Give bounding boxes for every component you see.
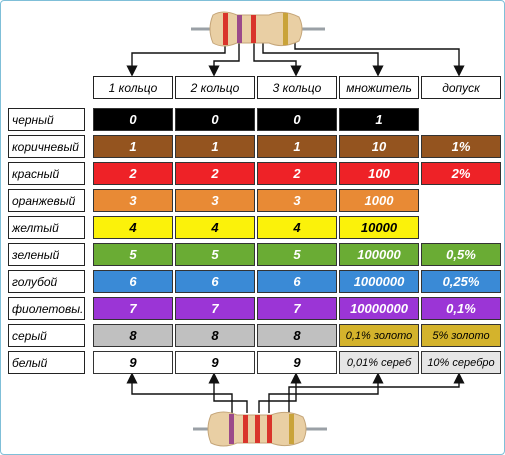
band-2-value: 7 bbox=[175, 297, 255, 320]
tolerance-value: 0,1% bbox=[421, 297, 501, 320]
tolerance-value: 1% bbox=[421, 135, 501, 158]
multiplier-value: 0,01% сереб bbox=[339, 351, 419, 374]
color-label: голубой bbox=[8, 270, 85, 293]
band-3-value: 9 bbox=[257, 351, 337, 374]
band-2-value: 5 bbox=[175, 243, 255, 266]
top-connectors bbox=[126, 39, 465, 77]
band-1-value: 4 bbox=[93, 216, 173, 239]
band-1-value: 1 bbox=[93, 135, 173, 158]
band-3-value: 4 bbox=[257, 216, 337, 239]
color-label: желтый bbox=[8, 216, 85, 239]
tolerance-value: 5% золото bbox=[421, 324, 501, 347]
tolerance-value: 2% bbox=[421, 162, 501, 185]
band-3-value: 1 bbox=[257, 135, 337, 158]
band-3-value: 0 bbox=[257, 108, 337, 131]
band-2-value: 0 bbox=[175, 108, 255, 131]
multiplier-value: 100000 bbox=[339, 243, 419, 266]
tolerance-value: 0,25% bbox=[421, 270, 501, 293]
resistor-4-band-icon bbox=[191, 11, 325, 47]
bottom-connectors bbox=[126, 372, 465, 413]
tolerance-value: 0,5% bbox=[421, 243, 501, 266]
band-2-value: 3 bbox=[175, 189, 255, 212]
band-2-value: 6 bbox=[175, 270, 255, 293]
band-3-value: 7 bbox=[257, 297, 337, 320]
color-label: оранжевый bbox=[8, 189, 85, 212]
band-3-value: 6 bbox=[257, 270, 337, 293]
band-1-value: 3 bbox=[93, 189, 173, 212]
header-tolerance: допуск bbox=[421, 76, 501, 99]
band-3-value: 5 bbox=[257, 243, 337, 266]
header-multiplier: множитель bbox=[339, 76, 419, 99]
resistor-5-band-icon bbox=[193, 411, 327, 447]
tolerance-value: 10% серебро bbox=[421, 351, 501, 374]
band-2-value: 1 bbox=[175, 135, 255, 158]
band-3-value: 2 bbox=[257, 162, 337, 185]
band-1-value: 6 bbox=[93, 270, 173, 293]
band-3-value: 3 bbox=[257, 189, 337, 212]
color-label: черный bbox=[8, 108, 85, 131]
multiplier-value: 1000 bbox=[339, 189, 419, 212]
multiplier-value: 1000000 bbox=[339, 270, 419, 293]
band-2-value: 9 bbox=[175, 351, 255, 374]
band-2-value: 8 bbox=[175, 324, 255, 347]
header-band-2: 2 кольцо bbox=[175, 76, 255, 99]
multiplier-value: 10000000 bbox=[339, 297, 419, 320]
multiplier-value: 100 bbox=[339, 162, 419, 185]
multiplier-value: 1 bbox=[339, 108, 419, 131]
multiplier-value: 10000 bbox=[339, 216, 419, 239]
band-2-value: 4 bbox=[175, 216, 255, 239]
color-label: коричневый bbox=[8, 135, 85, 158]
header-band-3: 3 кольцо bbox=[257, 76, 337, 99]
band-1-value: 9 bbox=[93, 351, 173, 374]
band-1-value: 8 bbox=[93, 324, 173, 347]
color-label: зеленый bbox=[8, 243, 85, 266]
color-label: белый bbox=[8, 351, 85, 374]
multiplier-value: 10 bbox=[339, 135, 419, 158]
band-1-value: 0 bbox=[93, 108, 173, 131]
band-3-value: 8 bbox=[257, 324, 337, 347]
multiplier-value: 0,1% золото bbox=[339, 324, 419, 347]
band-1-value: 2 bbox=[93, 162, 173, 185]
band-1-value: 7 bbox=[93, 297, 173, 320]
color-label: серый bbox=[8, 324, 85, 347]
header-band-1: 1 кольцо bbox=[93, 76, 173, 99]
color-label: фиолетовы. bbox=[8, 297, 85, 320]
band-1-value: 5 bbox=[93, 243, 173, 266]
band-2-value: 2 bbox=[175, 162, 255, 185]
color-label: красный bbox=[8, 162, 85, 185]
